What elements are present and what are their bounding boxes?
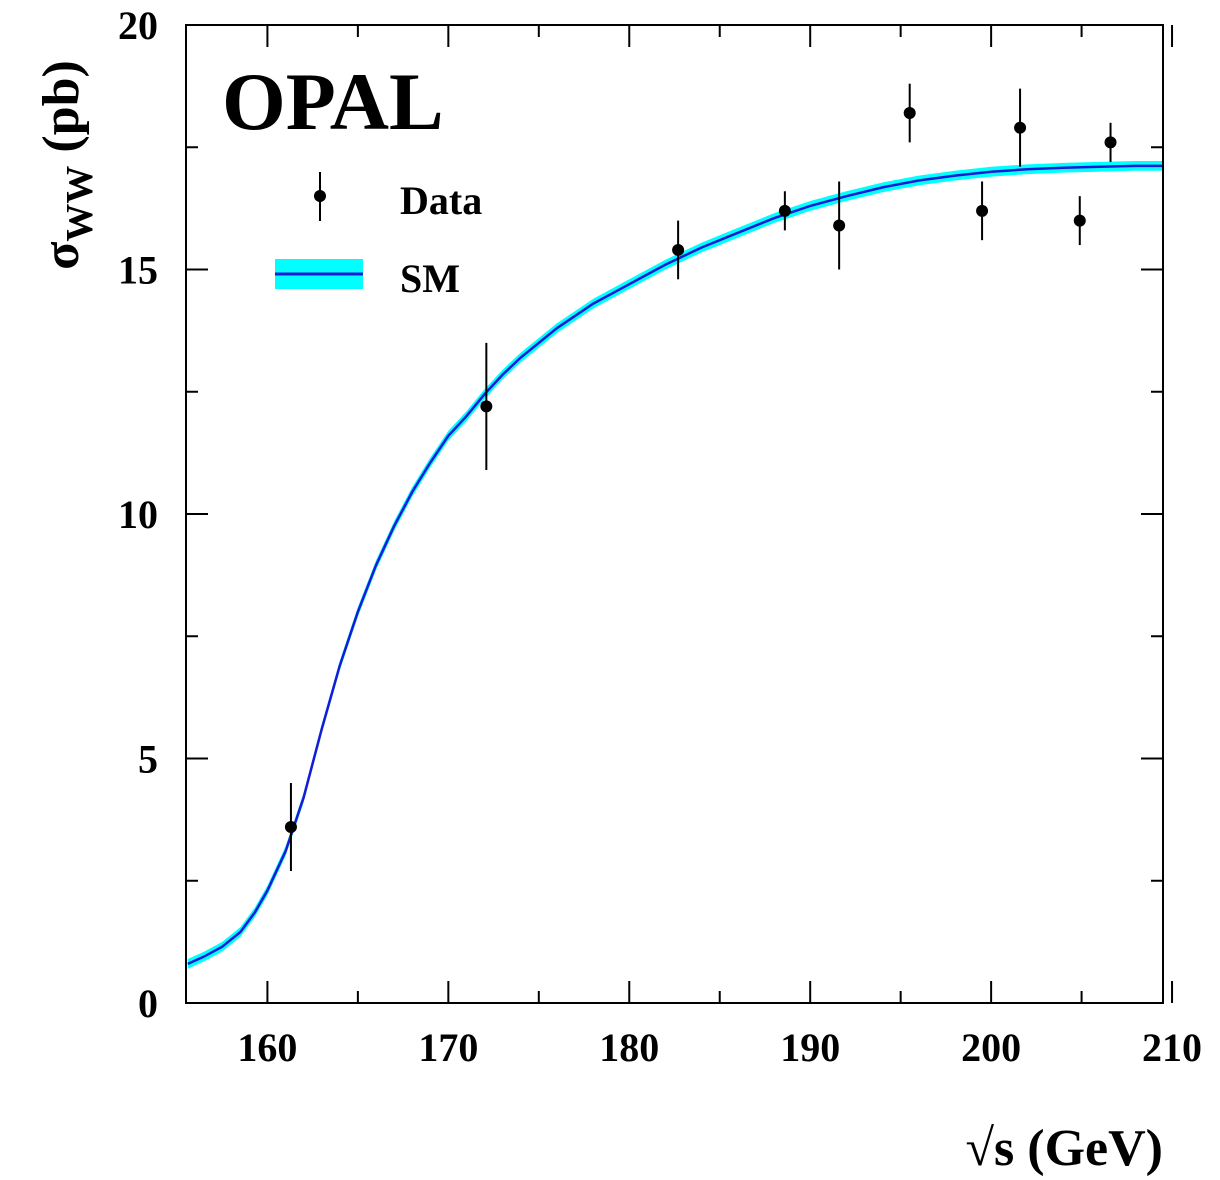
x-tick-label: 180 [599, 1025, 659, 1070]
x-tick-label: 170 [418, 1025, 478, 1070]
y-tick-label: 15 [118, 248, 158, 293]
data-point [284, 820, 297, 833]
data-point [1014, 121, 1027, 134]
y-tick-label: 0 [138, 981, 158, 1026]
legend-data-label: Data [400, 178, 482, 223]
legend-data-marker [314, 190, 326, 202]
data-point [672, 243, 685, 256]
data-point [778, 204, 791, 217]
x-axis-title: √s (GeV) [966, 1120, 1164, 1177]
y-tick-label: 10 [118, 492, 158, 537]
data-point [903, 107, 916, 120]
y-axis-unit: (pb) [33, 60, 90, 152]
x-tick-label: 210 [1142, 1025, 1202, 1070]
x-tick-label: 200 [961, 1025, 1021, 1070]
data-point [1104, 136, 1117, 149]
y-axis-symbol: σ [33, 242, 90, 270]
legend: Data SM [275, 172, 482, 301]
axes-layer: 160 170 180 190 200 210 0 5 10 15 20 [118, 3, 1202, 1070]
data-point [1073, 214, 1086, 227]
y-tick-label: 20 [118, 3, 158, 48]
y-axis-title: σWW (pb) [33, 60, 101, 270]
data-point [480, 400, 493, 413]
legend-sm-label: SM [400, 256, 460, 301]
data-point [833, 219, 846, 232]
x-tick-label: 160 [237, 1025, 297, 1070]
y-tick-label: 5 [138, 737, 158, 782]
y-axis-subscript: WW [59, 166, 101, 242]
data-points-layer [284, 83, 1117, 871]
data-point [976, 204, 989, 217]
x-tick-label: 190 [780, 1025, 840, 1070]
experiment-label: OPAL [222, 56, 444, 147]
